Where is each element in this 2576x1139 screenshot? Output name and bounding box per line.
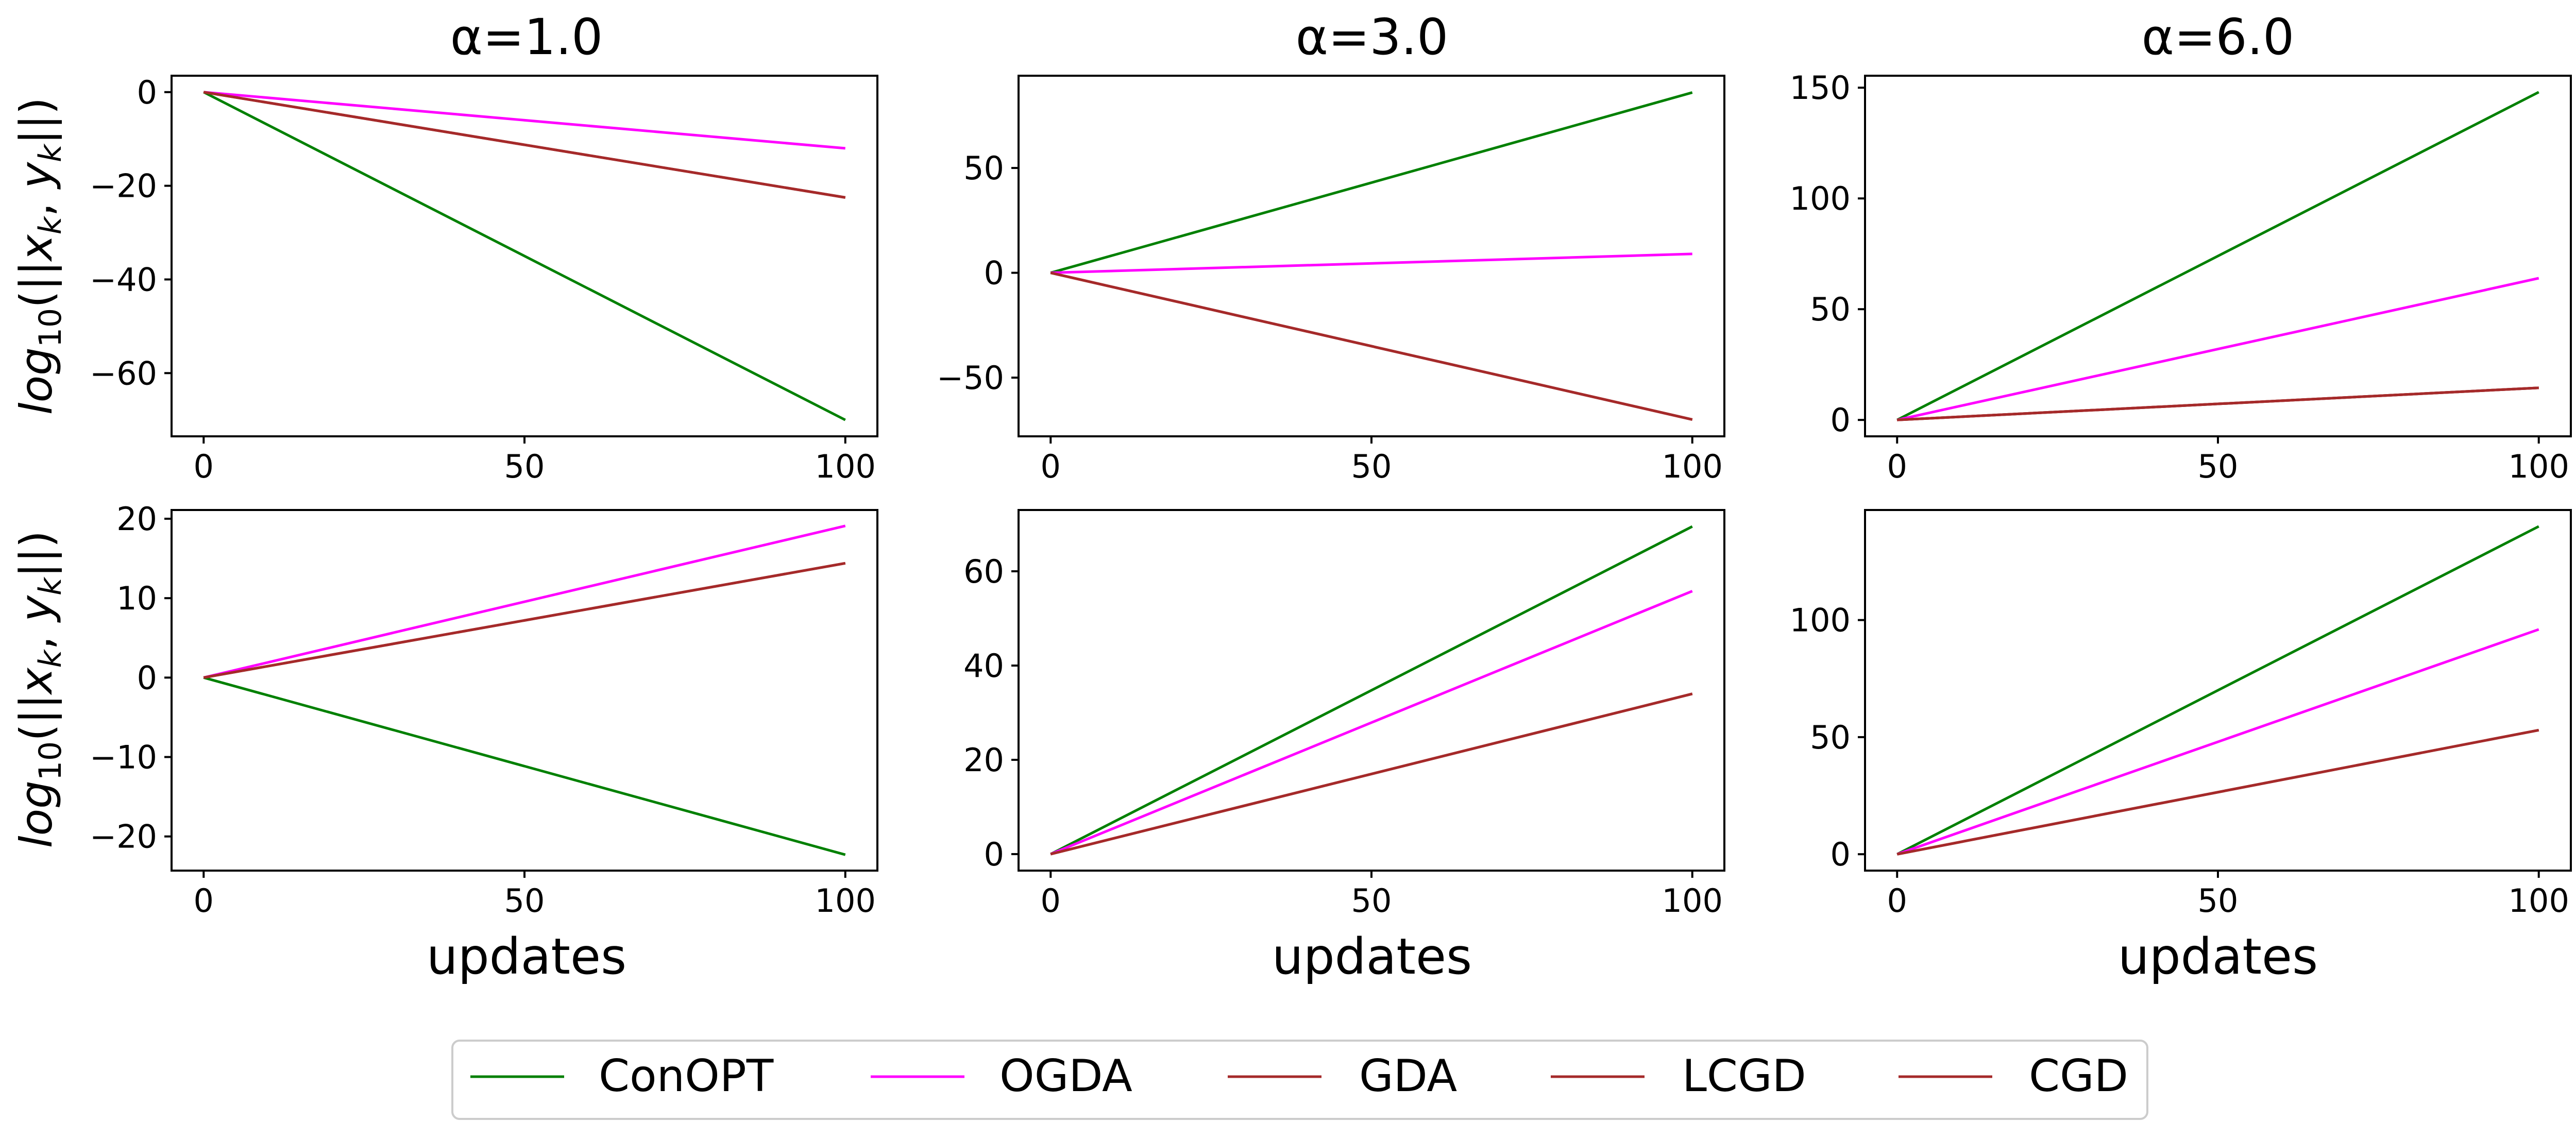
- panel-2-3: 0 50 100 100 50 0: [1790, 509, 2572, 920]
- panel-2-1-xtick-label-50: 50: [504, 882, 545, 920]
- panel-1-1-ytick-label--20: −20: [90, 167, 157, 205]
- panel-2-3-series-ogda: [1896, 628, 2539, 856]
- panel-1-1-ytick-label--60: −60: [90, 354, 157, 392]
- panel-1-2-xtick-label-0: 0: [1041, 448, 1061, 485]
- panel-1-3-ytick-label-150: 150: [1790, 69, 1851, 107]
- panel-2-1-ytick-label--10: −10: [90, 739, 157, 776]
- panel-2-3-ytick-label-50: 50: [1810, 719, 1851, 756]
- panel-2-3-xtick-label-0: 0: [1887, 882, 1907, 920]
- column-title-3: α=6.0: [2142, 8, 2294, 66]
- panel-2-2-ytick-label-0: 0: [984, 836, 1004, 873]
- panel-2-2-xtick-label-0: 0: [1041, 882, 1061, 920]
- x-axis-label-col-3: updates: [2118, 928, 2318, 985]
- legend-label-lcgd: LCGD: [1682, 1050, 1806, 1102]
- panel-1-2-series-conopt: [1050, 91, 1693, 274]
- panel-1-1: 0 50 100 0 −20 −40 −60: [90, 74, 878, 485]
- panel-2-1-series-cgd: [203, 562, 846, 679]
- panel-2-2-ytick-label-20: 20: [963, 741, 1004, 779]
- panel-2-1-xtick-label-100: 100: [815, 882, 876, 920]
- column-title-1: α=1.0: [450, 8, 603, 66]
- panel-1-3-xtick-label-50: 50: [2198, 448, 2239, 485]
- legend-label-gda: GDA: [1359, 1050, 1457, 1102]
- panel-1-3-series-conopt: [1896, 91, 2539, 421]
- panel-1-1-xtick-label-0: 0: [194, 448, 214, 485]
- panel-1-3-series-cgd: [1897, 386, 2539, 421]
- panel-2-3-xtick-label-50: 50: [2198, 882, 2239, 920]
- column-title-2: α=3.0: [1296, 8, 1448, 66]
- panel-2-2-series-cgd: [1050, 692, 1693, 856]
- panel-1-2-xtick-label-50: 50: [1351, 448, 1392, 485]
- panel-2-2: 0 50 100 60 40 20 0: [963, 509, 1725, 920]
- panel-1-1-xtick-label-50: 50: [504, 448, 545, 485]
- panel-1-2-series-cgd: [1050, 271, 1693, 421]
- panel-2-2-xtick-label-50: 50: [1351, 882, 1392, 920]
- panel-2-2-series-conopt: [1050, 525, 1693, 856]
- panel-1-1-ytick-label-0: 0: [137, 74, 157, 111]
- panel-1-1-series-cgd: [203, 91, 846, 199]
- panel-2-2-series-ogda: [1050, 590, 1693, 856]
- panel-2-3-ytick-label-100: 100: [1790, 602, 1851, 639]
- panel-2-1-series-conopt: [203, 676, 846, 856]
- panel-2-3-xtick-label-100: 100: [2509, 882, 2569, 920]
- panel-2-3-ytick-label-0: 0: [1831, 836, 1851, 873]
- panel-1-3-ytick-label-50: 50: [1810, 291, 1851, 328]
- y-axis-label-row-1: log10(||xk, yk||): [11, 97, 69, 415]
- panel-1-2-ytick-label-50: 50: [963, 149, 1004, 187]
- panel-2-3-series-cgd: [1896, 728, 2539, 856]
- panel-2-2-ytick-label-40: 40: [963, 647, 1004, 685]
- x-axis-label-col-1: updates: [427, 928, 626, 985]
- panel-1-1-ytick-label--40: −40: [90, 261, 157, 298]
- legend-label-ogda: OGDA: [999, 1050, 1132, 1102]
- panel-1-3-series-ogda: [1896, 277, 2539, 421]
- panel-2-2-xtick-label-100: 100: [1662, 882, 1723, 920]
- legend-frame: [451, 1040, 2148, 1120]
- panel-1-2-series-ogda: [1050, 252, 1692, 275]
- y-axis-label-row-2: log10(||xk, yk||): [11, 531, 69, 848]
- panel-2-3-series-conopt: [1896, 525, 2539, 856]
- panel-1-2: 0 50 100 50 0 −50: [937, 75, 1725, 485]
- panel-1-3-ytick-label-0: 0: [1831, 401, 1851, 439]
- panel-1-2-ytick-label-0: 0: [984, 254, 1004, 292]
- panel-1-2-ytick-label--50: −50: [937, 359, 1004, 397]
- panel-2-1-xtick-label-0: 0: [194, 882, 214, 920]
- panel-1-1-series-conopt: [203, 91, 846, 421]
- panel-2-1-ytick-label-0: 0: [137, 659, 157, 696]
- legend-label-conopt: ConOPT: [599, 1050, 774, 1102]
- panel-2-1-ytick-label-20: 20: [116, 500, 157, 538]
- panel-2-1-series-ogda: [203, 524, 846, 679]
- legend: ConOPT OGDA GDA LCGD CGD: [451, 1040, 2148, 1120]
- panel-1-3-xtick-label-100: 100: [2509, 448, 2569, 485]
- panel-1-3: 0 50 100 150 100 50 0: [1790, 69, 2572, 485]
- panel-1-1-xtick-label-100: 100: [815, 448, 876, 485]
- panel-1-1-series-ogda: [204, 91, 845, 150]
- panel-1-2-xtick-label-100: 100: [1662, 448, 1723, 485]
- panel-1-3-xtick-label-0: 0: [1887, 448, 1907, 485]
- panel-2-2-ytick-label-60: 60: [963, 553, 1004, 590]
- panel-2-1-ytick-label--20: −20: [90, 818, 157, 856]
- panel-2-1-ytick-label-10: 10: [116, 580, 157, 617]
- panel-1-3-ytick-label-100: 100: [1790, 180, 1851, 217]
- panel-2-1-axes-frame: [171, 509, 878, 872]
- x-axis-label-col-2: updates: [1272, 928, 1472, 985]
- legend-label-cgd: CGD: [2029, 1050, 2128, 1102]
